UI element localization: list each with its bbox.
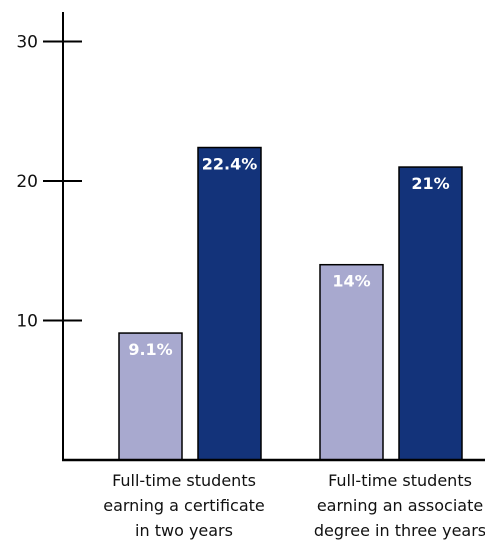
bar-group2-series1 xyxy=(319,263,384,461)
bar-group2-series2 xyxy=(398,166,463,461)
bar-labels-layer: 9.1% 14% 22.4% 21% xyxy=(128,155,449,360)
bar-value-label: 14% xyxy=(332,272,370,291)
x-category-label: earning a certificate xyxy=(103,496,265,515)
y-tick-label: 30 xyxy=(16,33,38,53)
bars-layer xyxy=(118,146,463,461)
bar-value-label: 22.4% xyxy=(202,155,258,174)
x-categories-layer: Full-time students earning a certificate i… xyxy=(103,471,485,540)
x-category-label: in two years xyxy=(135,521,233,540)
y-tick-label: 20 xyxy=(16,172,38,192)
bar-value-label: 21% xyxy=(411,174,449,193)
y-tick-label: 10 xyxy=(16,312,38,332)
bar-group1-series2 xyxy=(197,146,262,461)
x-category-label: Full-time students xyxy=(112,471,256,490)
x-category-label: earning an associate xyxy=(317,496,483,515)
y-ticks-layer: 10 20 30 xyxy=(16,33,82,332)
bar-value-label: 9.1% xyxy=(128,340,172,359)
bar-group1-series1 xyxy=(118,332,183,461)
x-category-label: Full-time students xyxy=(328,471,472,490)
x-category-label: degree in three years xyxy=(314,521,485,540)
